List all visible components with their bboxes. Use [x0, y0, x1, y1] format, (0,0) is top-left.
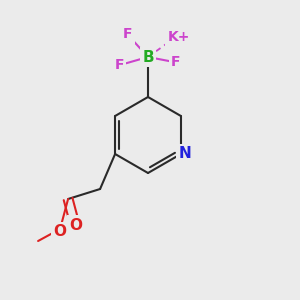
Text: F: F: [171, 55, 181, 69]
Text: F: F: [114, 58, 124, 72]
Text: B: B: [142, 50, 154, 64]
Text: K+: K+: [168, 30, 190, 44]
Text: N: N: [178, 146, 191, 161]
Text: F: F: [123, 27, 133, 41]
Text: O: O: [70, 218, 83, 232]
Text: O: O: [54, 224, 67, 239]
